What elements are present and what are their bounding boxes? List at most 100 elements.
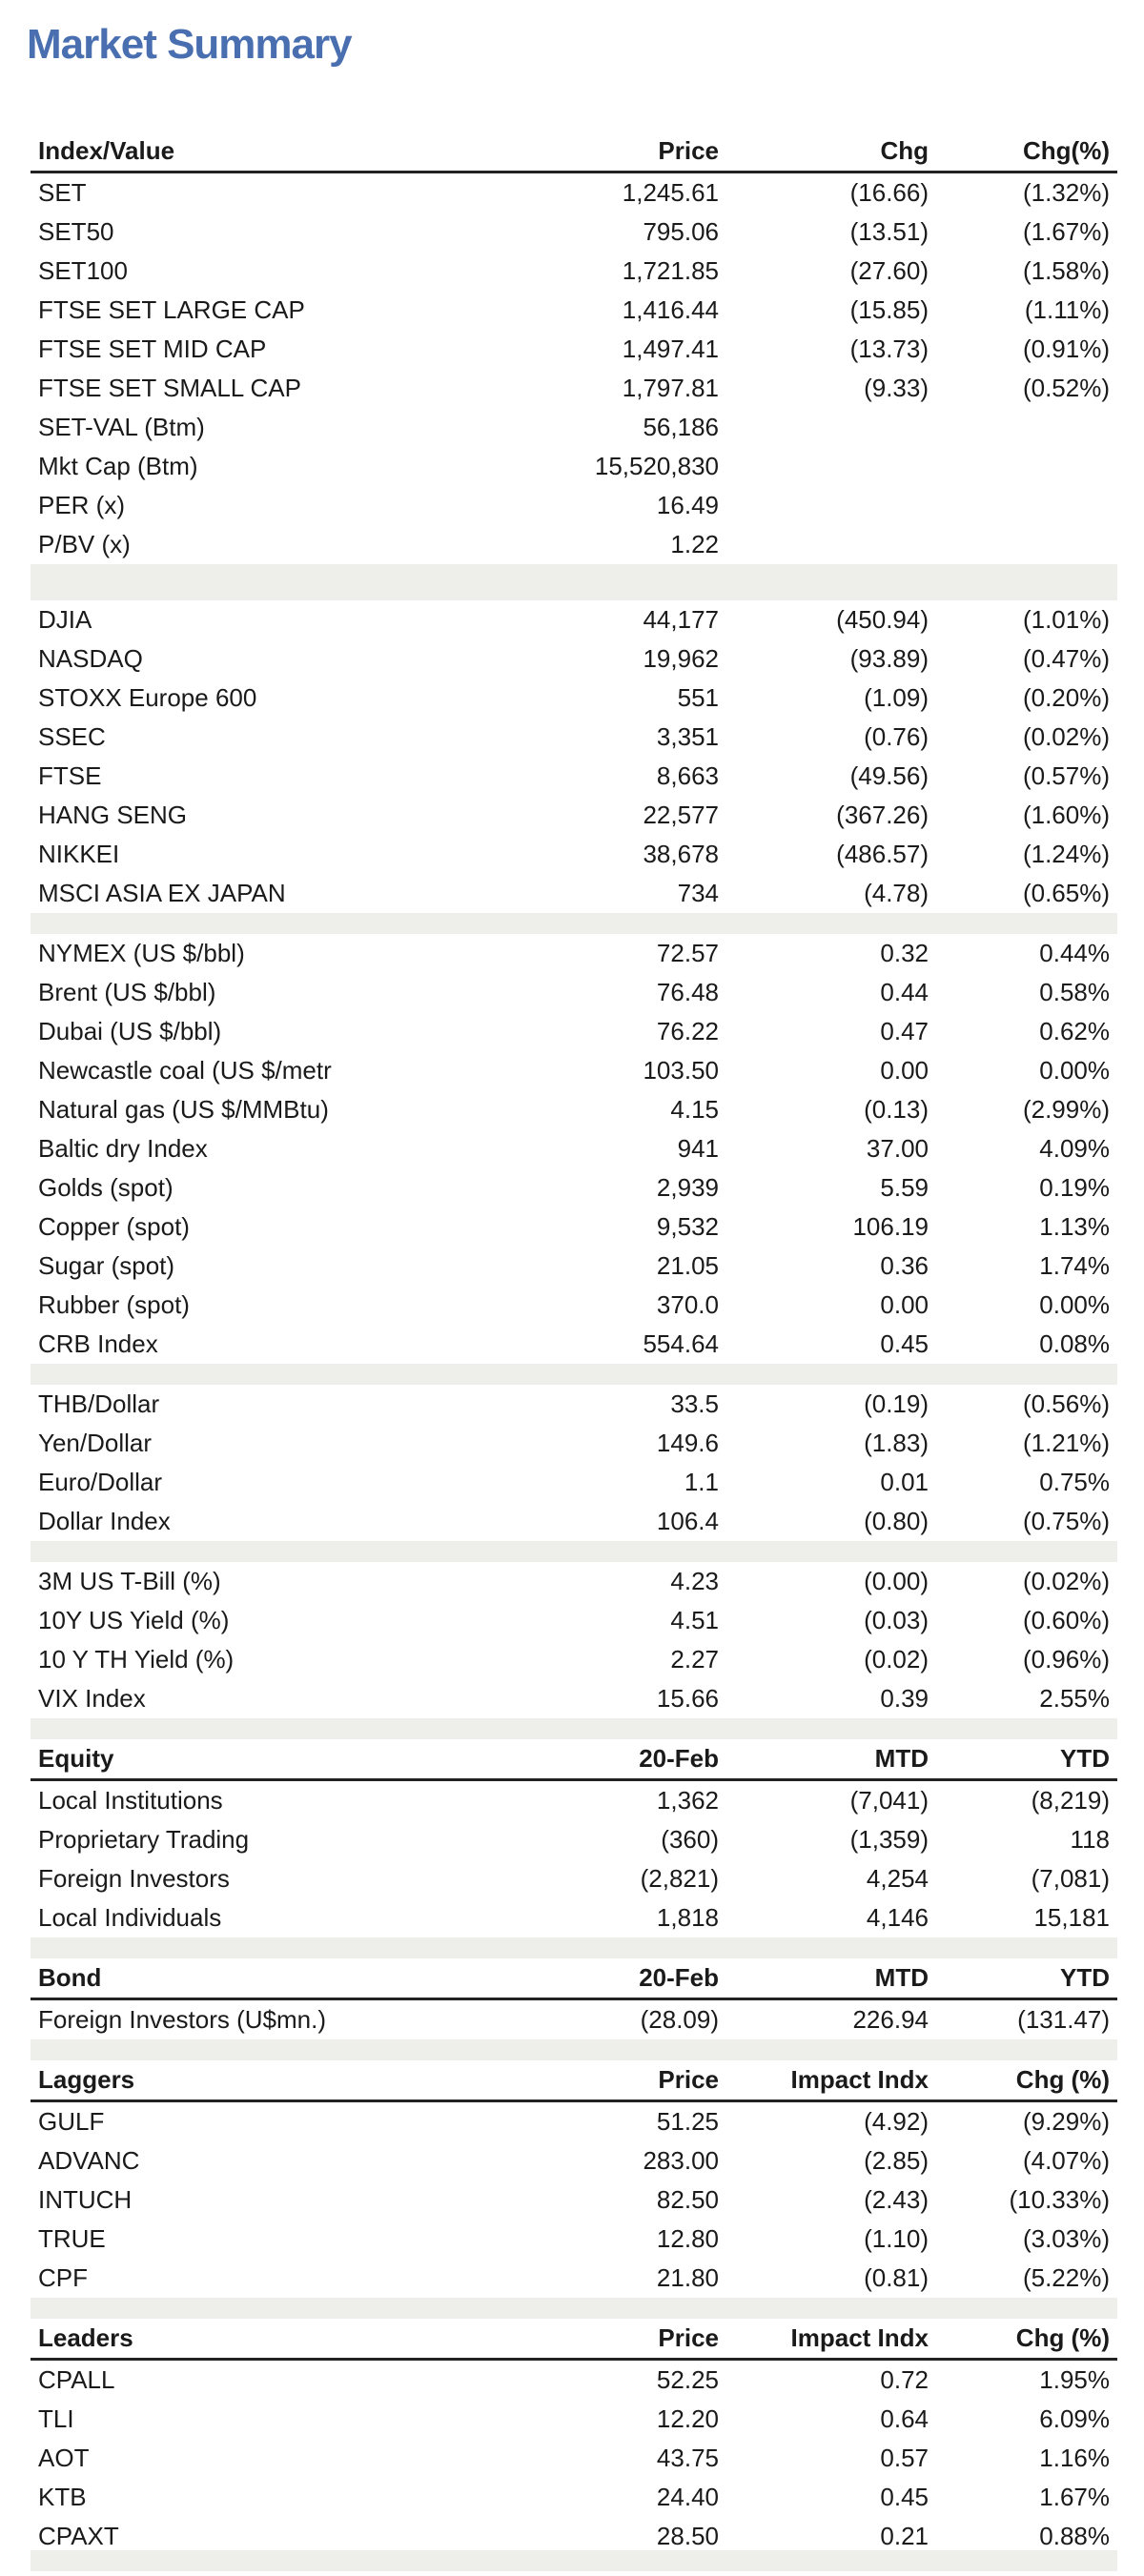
header-col-4: YTD: [936, 1958, 1117, 2000]
row-name: FTSE SET LARGE CAP: [38, 295, 305, 324]
table-row: Rubber (spot) 370.0 0.00 0.00%: [31, 1286, 1117, 1325]
row-value-1: 15,520,830: [594, 452, 719, 480]
table-row: MSCI ASIA EX JAPAN 734 (4.78) (0.65%): [31, 874, 1117, 913]
table-row: Euro/Dollar 1.1 0.01 0.75%: [31, 1463, 1117, 1502]
row-name: SET: [38, 178, 87, 207]
row-value-3: (0.75%): [1022, 1507, 1110, 1535]
row-value-3: 0.00%: [1039, 1056, 1110, 1085]
row-name: Foreign Investors (U$mn.): [38, 2005, 326, 2034]
row-value-3: [936, 408, 1117, 447]
row-value-3: 6.09%: [1039, 2404, 1110, 2433]
header-col-3: MTD: [726, 1739, 936, 1781]
row-name: CPF: [38, 2263, 88, 2292]
footer-bar: [31, 2550, 1117, 2571]
row-value-3: (1.32%): [1022, 178, 1110, 207]
table-row: NASDAQ 19,962 (93.89) (0.47%): [31, 639, 1117, 679]
row-value-2: (450.94): [836, 605, 929, 634]
row-name: INTUCH: [38, 2185, 133, 2214]
row-value-3: (131.47): [1017, 2005, 1110, 2034]
row-value-2: 0.00: [880, 1290, 929, 1319]
header-col-3: Impact Indx: [726, 2319, 936, 2361]
header-col-4: Chg(%): [936, 132, 1117, 173]
row-value-1: 19,962: [643, 644, 719, 673]
row-name: 10Y US Yield (%): [38, 1606, 230, 1634]
table-row: CPAXT 28.50 0.21 0.88%: [31, 2517, 1117, 2556]
row-value-2: (16.66): [849, 178, 929, 207]
table-row: ADVANC 283.00 (2.85) (4.07%): [31, 2141, 1117, 2180]
table-row: Newcastle coal (US $/metr 103.50 0.00 0.00%: [31, 1051, 1117, 1090]
row-value-1: 1,362: [656, 1786, 719, 1815]
row-value-1: 941: [677, 1134, 719, 1163]
table-row: NYMEX (US $/bbl) 72.57 0.32 0.44%: [31, 934, 1117, 973]
row-value-3: 1.67%: [1039, 2483, 1110, 2511]
row-name: Dubai (US $/bbl): [38, 1017, 222, 1045]
row-value-1: 4.23: [670, 1567, 719, 1595]
header-col-4: Chg (%): [936, 2319, 1117, 2361]
row-value-3: (4.07%): [1022, 2146, 1110, 2175]
section-separator: [31, 2298, 1117, 2319]
row-value-3: (1.21%): [1022, 1429, 1110, 1457]
section-separator: [31, 913, 1117, 934]
row-value-1: (28.09): [640, 2005, 719, 2034]
row-value-1: 795.06: [643, 217, 719, 246]
row-value-3: (1.01%): [1022, 605, 1110, 634]
row-name: FTSE SET SMALL CAP: [38, 374, 301, 402]
equity-header-row: Equity 20-Feb MTD YTD: [31, 1739, 1117, 1781]
row-value-2: (49.56): [849, 761, 929, 790]
row-value-3: (0.20%): [1022, 683, 1110, 712]
row-value-2: 37.00: [866, 1134, 929, 1163]
row-value-3: 4.09%: [1039, 1134, 1110, 1163]
table-row: 10Y US Yield (%) 4.51 (0.03) (0.60%): [31, 1601, 1117, 1640]
table-row: TRUE 12.80 (1.10) (3.03%): [31, 2220, 1117, 2259]
row-value-2: 0.47: [880, 1017, 929, 1045]
row-value-2: (0.00): [864, 1567, 929, 1595]
row-value-2: 226.94: [852, 2005, 929, 2034]
row-value-1: 21.80: [656, 2263, 719, 2292]
row-value-3: [936, 525, 1117, 564]
row-value-1: 21.05: [656, 1251, 719, 1280]
row-value-1: 103.50: [643, 1056, 719, 1085]
row-value-2: (4.78): [864, 879, 929, 907]
row-value-1: 4.15: [670, 1095, 719, 1124]
row-value-3: 1.95%: [1039, 2365, 1110, 2394]
row-name: Natural gas (US $/MMBtu): [38, 1095, 329, 1124]
row-value-3: 118: [1070, 1825, 1110, 1854]
row-value-1: (2,821): [640, 1864, 719, 1893]
table-row: Golds (spot) 2,939 5.59 0.19%: [31, 1168, 1117, 1207]
separator-band: [31, 1364, 1117, 1385]
table-row: SET-VAL (Btm) 56,186: [31, 408, 1117, 447]
row-value-2: 0.45: [880, 2483, 929, 2511]
row-value-2: (1.09): [864, 683, 929, 712]
row-value-1: 8,663: [656, 761, 719, 790]
row-value-2: 0.44: [880, 978, 929, 1006]
row-value-1: 16.49: [656, 491, 719, 519]
row-value-3: 1.16%: [1039, 2444, 1110, 2472]
row-value-1: 52.25: [656, 2365, 719, 2394]
page-title: Market Summary: [27, 21, 353, 68]
header-col-2: Price: [526, 132, 726, 173]
row-value-1: 734: [677, 879, 719, 907]
row-name: NIKKEI: [38, 840, 120, 868]
row-value-1: 12.20: [656, 2404, 719, 2433]
row-value-2: 0.00: [880, 1056, 929, 1085]
table-row: Sugar (spot) 21.05 0.36 1.74%: [31, 1247, 1117, 1286]
row-value-1: 38,678: [643, 840, 719, 868]
row-name: 3M US T-Bill (%): [38, 1567, 221, 1595]
section-separator: [31, 1541, 1117, 1562]
row-value-3: (1.58%): [1022, 256, 1110, 285]
row-value-2: 0.57: [880, 2444, 929, 2472]
row-value-3: (5.22%): [1022, 2263, 1110, 2292]
row-name: MSCI ASIA EX JAPAN: [38, 879, 286, 907]
row-value-2: 0.36: [880, 1251, 929, 1280]
row-value-1: 9,532: [656, 1212, 719, 1241]
table-row: PER (x) 16.49: [31, 486, 1117, 525]
row-value-1: 76.48: [656, 978, 719, 1006]
row-name: NASDAQ: [38, 644, 143, 673]
table-row: Copper (spot) 9,532 106.19 1.13%: [31, 1207, 1117, 1247]
row-name: FTSE: [38, 761, 102, 790]
row-value-2: 4,146: [866, 1903, 929, 1932]
row-value-1: 554.64: [643, 1329, 719, 1358]
row-name: Local Individuals: [38, 1903, 222, 1932]
row-value-3: 0.62%: [1039, 1017, 1110, 1045]
